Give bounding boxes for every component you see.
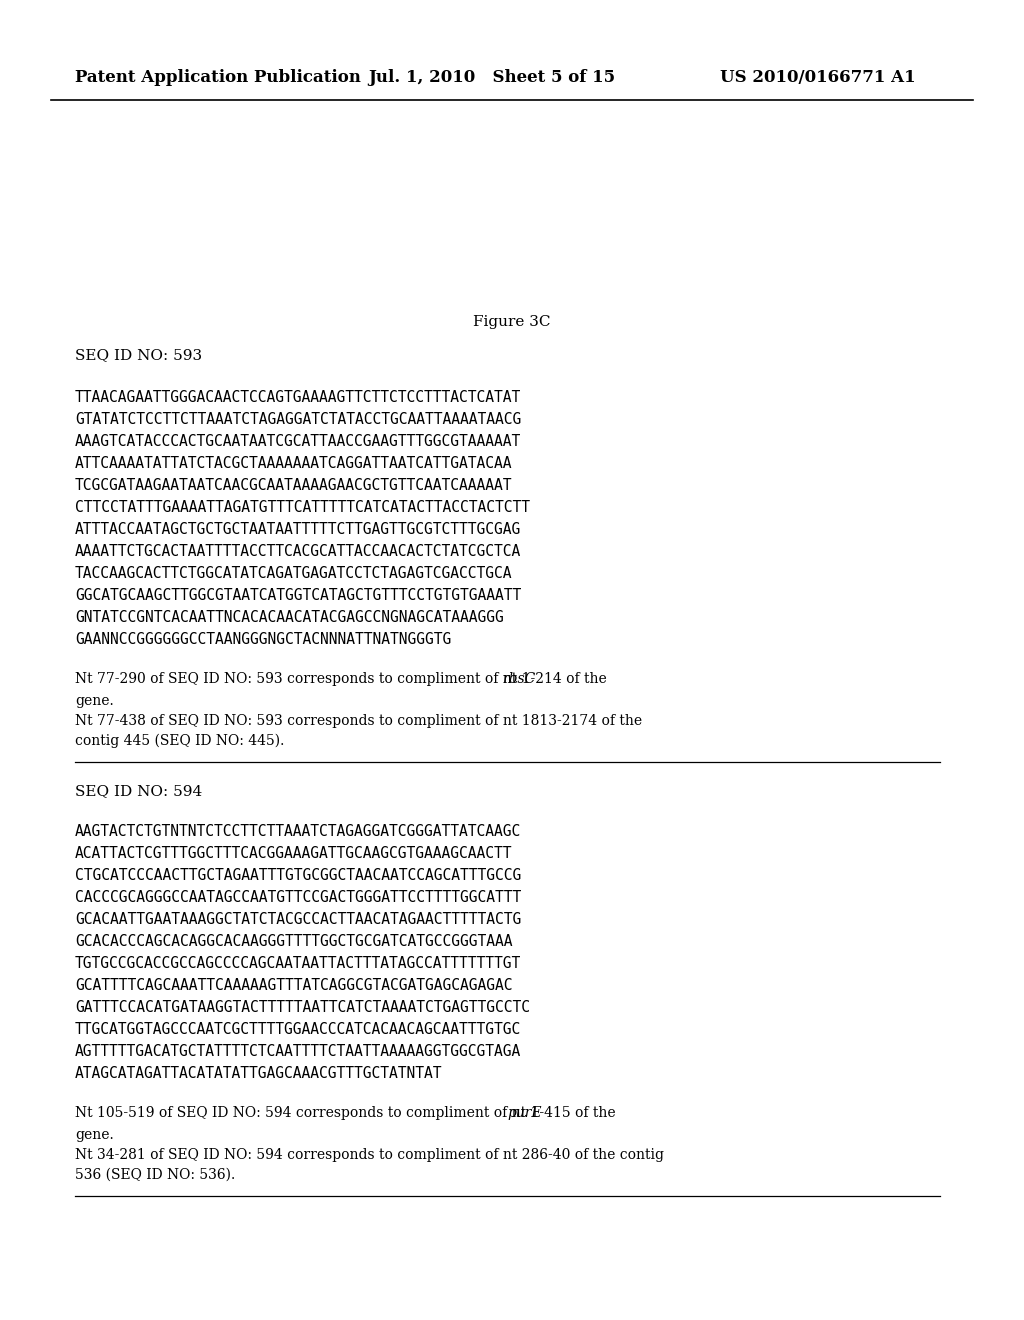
Text: TTGCATGGTAGCCCAATCGCTTTTGGAACCCATCACAACAGCAATTTGTGC: TTGCATGGTAGCCCAATCGCTTTTGGAACCCATCACAACA…	[75, 1022, 521, 1038]
Text: GATTTCCACATGATAAGGTACTTTTTAATTCATCTAAAATCTGAGTTGCCTC: GATTTCCACATGATAAGGTACTTTTTAATTCATCTAAAAT…	[75, 1001, 530, 1015]
Text: AGTTTTTGACATGCTATTTTCTCAATTTTCTAATTAAAAAGGTGGCGTAGA: AGTTTTTGACATGCTATTTTCTCAATTTTCTAATTAAAAA…	[75, 1044, 521, 1059]
Text: US 2010/0166771 A1: US 2010/0166771 A1	[720, 70, 915, 87]
Text: GAANNCCGGGGGGCCTAANGGGNGCTACNNNATTNATNGGGTG: GAANNCCGGGGGGCCTAANGGGNGCTACNNNATTNATNGG…	[75, 632, 452, 647]
Text: Jul. 1, 2010   Sheet 5 of 15: Jul. 1, 2010 Sheet 5 of 15	[368, 70, 615, 87]
Text: GCACACCCAGCACAGGCACAAGGGTTTTGGCTGCGATCATGCCGGGTAAA: GCACACCCAGCACAGGCACAAGGGTTTTGGCTGCGATCAT…	[75, 935, 512, 949]
Text: ATTCAAAATATTATCTACGCTAAAAAAATCAGGATTAATCATTGATACAA: ATTCAAAATATTATCTACGCTAAAAAAATCAGGATTAATC…	[75, 455, 512, 471]
Text: TACCAAGCACTTCTGGCATATCAGATGAGATCCTCTAGAGTCGACCTGCA: TACCAAGCACTTCTGGCATATCAGATGAGATCCTCTAGAG…	[75, 566, 512, 581]
Text: CACCCGCAGGGCCAATAGCCAATGTTCCGACTGGGATTCCTTTTGGCATTT: CACCCGCAGGGCCAATAGCCAATGTTCCGACTGGGATTCC…	[75, 890, 521, 906]
Text: SEQ ID NO: 594: SEQ ID NO: 594	[75, 784, 203, 799]
Text: Figure 3C: Figure 3C	[473, 315, 551, 329]
Text: Nt 77-290 of SEQ ID NO: 593 corresponds to compliment of nt 1-214 of the: Nt 77-290 of SEQ ID NO: 593 corresponds …	[75, 672, 611, 686]
Text: SEQ ID NO: 593: SEQ ID NO: 593	[75, 348, 202, 362]
Text: Nt 105-519 of SEQ ID NO: 594 corresponds to compliment of nt 1-415 of the: Nt 105-519 of SEQ ID NO: 594 corresponds…	[75, 1106, 620, 1119]
Text: AAAATTCTGCACTAATTTTACCTTCACGCATTACCAACACTCTATCGCTCA: AAAATTCTGCACTAATTTTACCTTCACGCATTACCAACAC…	[75, 544, 521, 558]
Text: AAAGTCATACCCACTGCAATAATCGCATTAACCGAAGTTTGGCGTAAAAAT: AAAGTCATACCCACTGCAATAATCGCATTAACCGAAGTTT…	[75, 434, 521, 449]
Text: ATAGCATAGATTACATATATTGAGCAAACGTTTGCTATNTAT: ATAGCATAGATTACATATATTGAGCAAACGTTTGCTATNT…	[75, 1067, 442, 1081]
Text: Patent Application Publication: Patent Application Publication	[75, 70, 360, 87]
Text: CTTCCTATTTGAAAATTAGATGTTTCATTTTTCATCATACTTACCTACTCTT: CTTCCTATTTGAAAATTAGATGTTTCATTTTTCATCATAC…	[75, 500, 530, 515]
Text: GGCATGCAAGCTTGGCGTAATCATGGTCATAGCTGTTTCCTGTGTGAAATT: GGCATGCAAGCTTGGCGTAATCATGGTCATAGCTGTTTCC…	[75, 587, 521, 603]
Text: CTGCATCCCAACTTGCTAGAATTTGTGCGGCTAACAATCCAGCATTTGCCG: CTGCATCCCAACTTGCTAGAATTTGTGCGGCTAACAATCC…	[75, 869, 521, 883]
Text: GCATTTTCAGCAAATTCAAAAAGTTTATCAGGCGTACGATGAGCAGAGAC: GCATTTTCAGCAAATTCAAAAAGTTTATCAGGCGTACGAT…	[75, 978, 512, 993]
Text: contig 445 (SEQ ID NO: 445).: contig 445 (SEQ ID NO: 445).	[75, 734, 285, 748]
Text: ATTTACCAATAGCTGCTGCTAATAATTTTTCTTGAGTTGCGTCTTTGCGAG: ATTTACCAATAGCTGCTGCTAATAATTTTTCTTGAGTTGC…	[75, 521, 521, 537]
Text: purE: purE	[508, 1106, 543, 1119]
Text: ACATTACTCGTTTGGCTTTCACGGAAAGATTGCAAGCGTGAAAGCAACTT: ACATTACTCGTTTGGCTTTCACGGAAAGATTGCAAGCGTG…	[75, 846, 512, 861]
Text: rbsC: rbsC	[502, 672, 536, 686]
Text: GCACAATTGAATAAAGGCTATCTACGCCACTTAACATAGAACTTTTTACTG: GCACAATTGAATAAAGGCTATCTACGCCACTTAACATAGA…	[75, 912, 521, 927]
Text: TTAACAGAATTGGGACAACTCCAGTGAAAAGTTCTTCTCCTTTACTCATAT: TTAACAGAATTGGGACAACTCCAGTGAAAAGTTCTTCTCC…	[75, 389, 521, 405]
Text: gene.: gene.	[75, 694, 114, 708]
Text: Nt 34-281 of SEQ ID NO: 594 corresponds to compliment of nt 286-40 of the contig: Nt 34-281 of SEQ ID NO: 594 corresponds …	[75, 1148, 664, 1162]
Text: GNTATCCGNTCACAATTNCACACAACATACGAGCCNGNAGCATAAAGGG: GNTATCCGNTCACAATTNCACACAACATACGAGCCNGNAG…	[75, 610, 504, 624]
Text: Nt 77-438 of SEQ ID NO: 593 corresponds to compliment of nt 1813-2174 of the: Nt 77-438 of SEQ ID NO: 593 corresponds …	[75, 714, 642, 729]
Text: TCGCGATAAGAATAATCAACGCAATAAAAGAACGCTGTTCAATCAAAAAT: TCGCGATAAGAATAATCAACGCAATAAAAGAACGCTGTTC…	[75, 478, 512, 492]
Text: GTATATCTCCTTCTTAAATCTAGAGGATCTATACCTGCAATTAAAATAACG: GTATATCTCCTTCTTAAATCTAGAGGATCTATACCTGCAA…	[75, 412, 521, 426]
Text: TGTGCCGCACCGCCAGCCCCAGCAATAATTACTTTATAGCCATTTTTTTGT: TGTGCCGCACCGCCAGCCCCAGCAATAATTACTTTATAGC…	[75, 956, 521, 972]
Text: gene.: gene.	[75, 1129, 114, 1142]
Text: 536 (SEQ ID NO: 536).: 536 (SEQ ID NO: 536).	[75, 1168, 236, 1181]
Text: AAGTACTCTGTNTNTCTCCTTCTTAAATCTAGAGGATCGGGATTATCAAGC: AAGTACTCTGTNTNTCTCCTTCTTAAATCTAGAGGATCGG…	[75, 824, 521, 840]
